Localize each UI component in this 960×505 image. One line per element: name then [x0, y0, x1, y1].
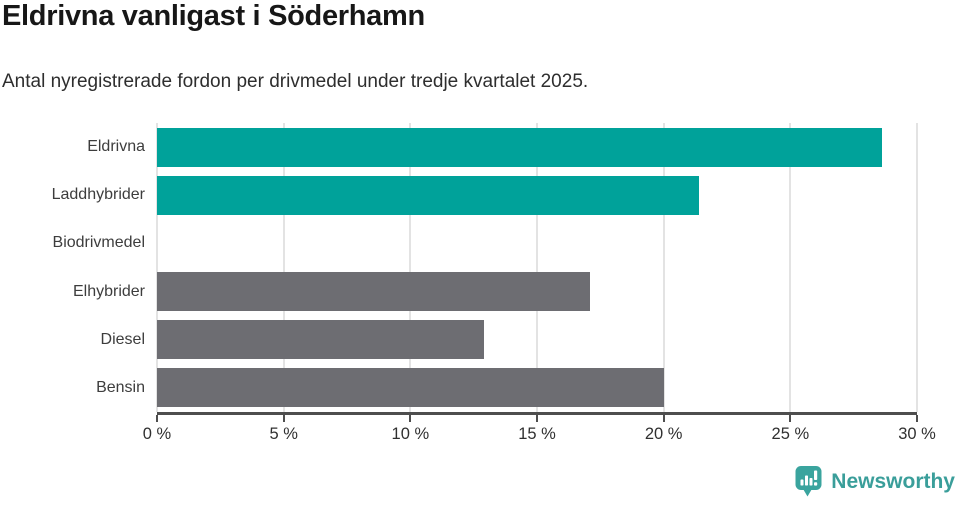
- gridlines: [156, 123, 918, 412]
- x-tick-label: 5 %: [269, 425, 298, 443]
- brand-footer: Newsworthy: [795, 466, 955, 498]
- x-tick-mark: [789, 415, 792, 422]
- chart-title: Eldrivna vanligast i Söderhamn: [2, 0, 425, 32]
- chart-subtitle: Antal nyregistrerade fordon per drivmede…: [2, 71, 589, 92]
- x-axis: 0 % 5 % 10 % 15 % 20 % 25 % 30 %: [143, 415, 936, 457]
- bar: [157, 127, 882, 167]
- x-tick-label: 0 %: [142, 425, 172, 443]
- gridline: [662, 123, 665, 412]
- x-tick-mark: [662, 415, 665, 422]
- bar-rows: [157, 123, 917, 412]
- gridline: [789, 123, 792, 412]
- category-axis: Eldrivna Laddhybrider Biodrivmedel Elhybrid…: [0, 123, 145, 412]
- bar-row: [157, 316, 917, 364]
- gridline: [282, 123, 285, 412]
- category-label: Biodrivmedel: [52, 234, 145, 252]
- category-label: Laddhybrider: [51, 186, 145, 204]
- x-tick-mark: [156, 415, 158, 422]
- gridline: [156, 123, 158, 412]
- bar: [157, 320, 484, 360]
- newsworthy-logo-icon: [795, 466, 824, 498]
- bar-row: [157, 219, 917, 267]
- bar-row: [157, 268, 917, 316]
- x-tick-label: 10 %: [391, 425, 430, 443]
- bar-row: [157, 171, 917, 219]
- category-label: Bensin: [96, 378, 145, 396]
- plot-area: [156, 123, 918, 415]
- x-tick-mark: [409, 415, 412, 422]
- x-tick-label: 30 %: [898, 425, 936, 443]
- category-label: Eldrivna: [87, 138, 145, 156]
- x-tick-label: 15 %: [518, 425, 556, 443]
- x-tick-label: 20 %: [644, 425, 683, 443]
- category-label: Elhybrider: [72, 282, 145, 300]
- gridline: [409, 123, 412, 412]
- brand-name: Newsworthy: [831, 470, 955, 493]
- bar: [157, 175, 700, 215]
- x-tick-mark: [536, 415, 538, 422]
- bar-row: [157, 123, 917, 171]
- x-tick-mark: [916, 415, 918, 422]
- bar-row: [157, 364, 917, 412]
- bar: [157, 368, 664, 408]
- category-label: Diesel: [100, 330, 145, 348]
- x-tick-mark: [282, 415, 285, 422]
- bar: [157, 272, 591, 312]
- gridline: [916, 123, 918, 412]
- x-tick-label: 25 %: [771, 425, 810, 443]
- gridline: [536, 123, 538, 412]
